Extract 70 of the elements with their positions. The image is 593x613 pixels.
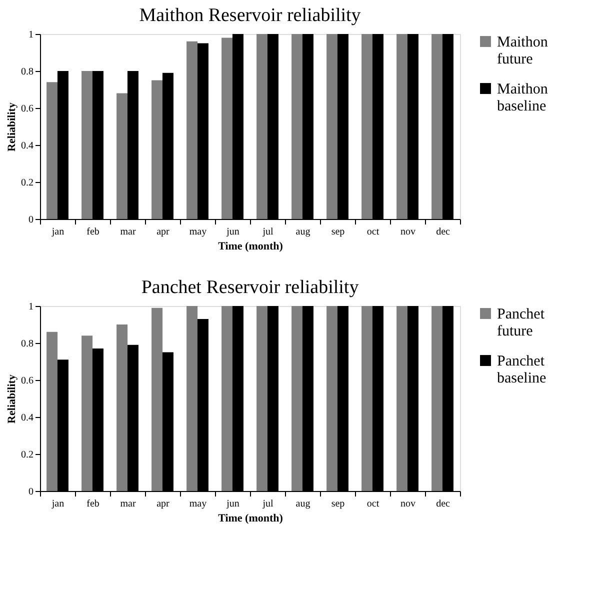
x-tick-label: feb — [86, 226, 100, 238]
x-tick-label: jan — [50, 498, 64, 510]
x-tick-label: feb — [86, 498, 100, 510]
bar — [432, 34, 443, 219]
bar — [292, 306, 303, 491]
bar — [292, 34, 303, 219]
y-tick-label: 0 — [28, 214, 34, 226]
chart-title: Panchet Reservoir reliability — [141, 277, 360, 298]
x-tick-label: mar — [120, 226, 136, 238]
bar — [152, 308, 163, 491]
y-tick-label: 0 — [28, 486, 34, 498]
y-tick-label: 0.4 — [21, 412, 34, 424]
bar — [116, 93, 128, 219]
x-tick-label: dec — [436, 498, 450, 510]
x-tick-label: may — [189, 226, 207, 238]
bar — [396, 306, 408, 491]
y-tick-label: 0.6 — [21, 104, 34, 114]
x-tick-label: sep — [331, 498, 345, 510]
bar — [396, 34, 408, 219]
x-axis-title: Time (month) — [218, 512, 284, 524]
legend-label: Maithon future — [497, 34, 548, 68]
bar — [326, 34, 338, 219]
bar — [432, 306, 443, 491]
bar — [116, 324, 128, 491]
bar — [362, 34, 373, 219]
x-tick-label: jun — [226, 498, 240, 510]
bar — [222, 306, 233, 491]
y-tick-label: 0.2 — [21, 178, 34, 188]
bar — [222, 38, 233, 219]
bar — [186, 306, 198, 491]
y-tick-label: 0.6 — [21, 376, 34, 386]
x-tick-label: jan — [50, 226, 64, 238]
y-tick-label: 0.8 — [21, 66, 34, 78]
x-tick-label: apr — [156, 226, 170, 238]
x-axis-title: Time (month) — [218, 240, 284, 252]
bar — [152, 80, 163, 219]
x-tick-label: mar — [120, 498, 136, 510]
y-axis-title: Reliability — [6, 374, 18, 424]
y-axis-title: Reliability — [6, 102, 18, 152]
x-tick-label: jul — [262, 226, 274, 238]
x-tick-label: nov — [400, 498, 416, 510]
legend-label: Maithon baseline — [497, 82, 548, 114]
x-tick-label: aug — [296, 226, 310, 238]
x-tick-label: dec — [436, 226, 450, 238]
y-tick-label: 0.2 — [21, 450, 34, 460]
bar — [82, 71, 93, 219]
x-tick-label: nov — [400, 226, 416, 238]
x-tick-label: oct — [366, 498, 380, 510]
x-tick-label: jul — [262, 498, 274, 510]
legend-label: Panchet baseline — [497, 354, 546, 386]
legend-label: Panchet future — [497, 306, 546, 340]
y-tick-label: 1 — [28, 30, 34, 40]
bar — [82, 336, 93, 491]
bar — [256, 34, 268, 219]
bar — [362, 306, 373, 491]
y-tick-label: 1 — [28, 302, 34, 312]
bar — [326, 306, 338, 491]
chart-title: Maithon Reservoir reliability — [139, 5, 362, 26]
x-tick-label: may — [189, 498, 207, 510]
x-tick-label: aug — [296, 498, 310, 510]
bar — [256, 306, 268, 491]
y-tick-label: 0.8 — [21, 338, 34, 350]
x-tick-label: oct — [366, 226, 380, 238]
x-tick-label: apr — [156, 498, 170, 510]
bar — [186, 41, 198, 219]
bar — [46, 332, 58, 491]
y-tick-label: 0.4 — [21, 140, 34, 152]
x-tick-label: sep — [331, 226, 345, 238]
x-tick-label: jun — [226, 226, 240, 238]
bar — [46, 82, 58, 219]
